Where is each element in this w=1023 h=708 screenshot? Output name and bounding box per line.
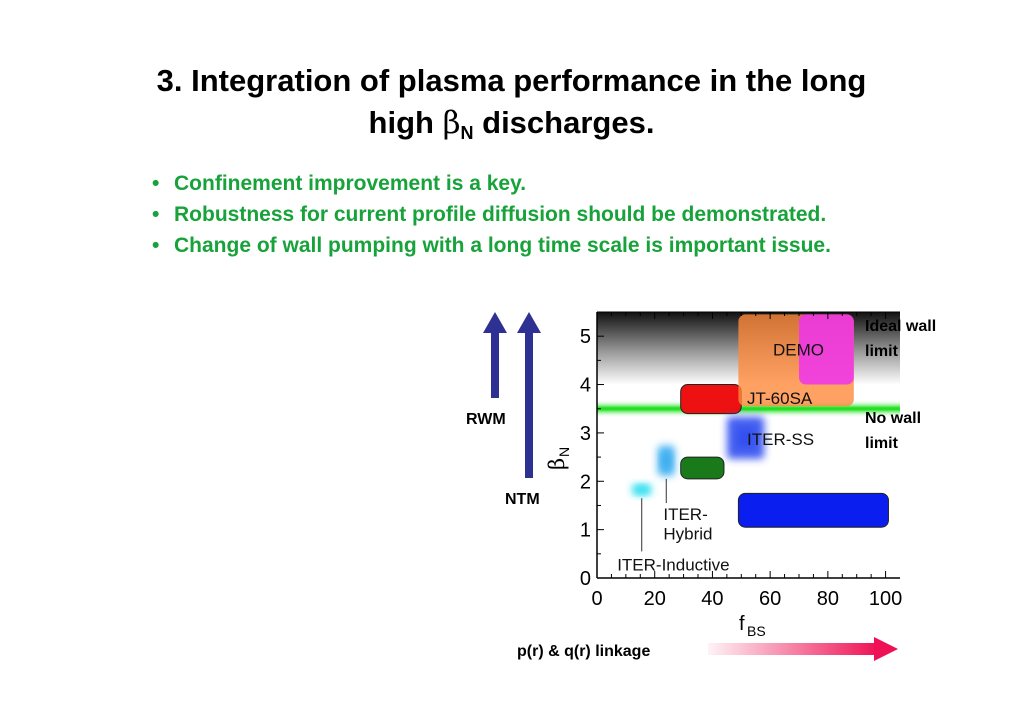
- title-suffix: discharges.: [473, 105, 655, 140]
- x-tick-label: 100: [869, 588, 902, 610]
- rwm-label: RWM: [466, 411, 506, 428]
- x-tick-label: 0: [591, 588, 602, 610]
- rwm-arrow: [483, 312, 507, 398]
- region-box: [680, 384, 742, 415]
- no-wall-label-line2: limit: [865, 435, 899, 452]
- region-glow-core: [636, 486, 647, 494]
- x-tick-label: 80: [817, 588, 839, 610]
- region-label: ITER-SS: [747, 430, 814, 449]
- bullet-marker: •: [152, 172, 160, 195]
- linkage-label: p(r) & q(r) linkage: [517, 643, 650, 660]
- ntm-label: NTM: [505, 491, 540, 508]
- ideal-wall-label-line1: Ideal wall: [865, 318, 936, 335]
- bullet-text: Change of wall pumping with a long time …: [174, 234, 831, 257]
- region-glow-core: [661, 453, 671, 468]
- region-label: ITER-Inductive: [617, 556, 729, 575]
- title-line-1: 3. Integration of plasma performance in …: [156, 63, 867, 98]
- chart-annotations: DEMO JT-60SA ITER-SS ITER-Hybrid ITER-Induct…: [617, 341, 824, 575]
- chart-axes: 0 20 40 60 80 100 0 1 2 3 4 5 f BS βN: [545, 311, 902, 639]
- title-prefix: high: [368, 105, 443, 140]
- y-tick-label: 3: [580, 423, 591, 445]
- region-label: Hybrid: [663, 524, 712, 543]
- linkage-arrow: [708, 637, 898, 661]
- y-axis-label-group: βN: [545, 447, 572, 470]
- bullet-text: Confinement improvement is a key.: [174, 172, 527, 195]
- y-tick-label: 5: [580, 326, 591, 348]
- region-box: [799, 314, 854, 385]
- no-wall-label-line1: No wall: [865, 410, 921, 427]
- bullet-marker: •: [152, 234, 160, 257]
- y-axis-label: β: [545, 458, 569, 470]
- x-axis-label: f: [739, 613, 745, 635]
- bullet-text: Robustness for current profile diffusion…: [174, 203, 827, 226]
- y-tick-label: 0: [580, 568, 591, 590]
- region-label: DEMO: [773, 341, 824, 360]
- title-line-2: high βN discharges.: [40, 102, 983, 148]
- beta-symbol: β: [442, 105, 461, 141]
- region-label: JT-60SA: [747, 389, 813, 408]
- y-tick-label: 2: [580, 471, 591, 493]
- bullet-list: • Confinement improvement is a key. • Robu…: [152, 168, 831, 261]
- region-box: [737, 492, 889, 528]
- x-tick-label: 40: [701, 588, 723, 610]
- region-box: [680, 456, 725, 480]
- beta-subscript: N: [460, 123, 474, 143]
- page-title: 3. Integration of plasma performance in …: [40, 60, 983, 148]
- bullet-item: • Confinement improvement is a key.: [152, 168, 831, 199]
- x-tick-label: 60: [759, 588, 781, 610]
- x-axis-label-sub: BS: [747, 623, 766, 639]
- bullet-item: • Change of wall pumping with a long time…: [152, 230, 831, 261]
- y-axis-label-sub: N: [556, 447, 572, 457]
- region-label: ITER-: [663, 505, 707, 524]
- region-glow-core: [736, 428, 755, 448]
- ideal-wall-label-line2: limit: [865, 343, 899, 360]
- x-tick-label: 20: [644, 588, 666, 610]
- y-tick-label: 1: [580, 520, 591, 542]
- operating-regions: [631, 314, 889, 528]
- bullet-marker: •: [152, 203, 160, 226]
- y-tick-label: 4: [580, 375, 591, 397]
- ntm-arrow: [517, 312, 541, 478]
- bullet-item: • Robustness for current profile diffusio…: [152, 199, 831, 230]
